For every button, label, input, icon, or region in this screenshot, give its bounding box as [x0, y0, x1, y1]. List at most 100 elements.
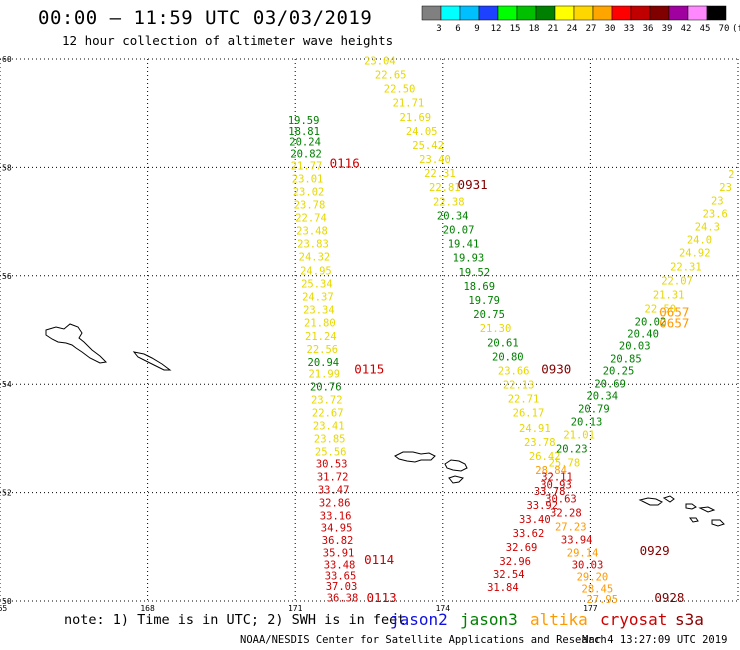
island-outline [444, 459, 468, 472]
wave-height-value: 21.01 [563, 429, 595, 441]
colorbar-swatch [668, 5, 689, 21]
wave-height-value: 23.85 [314, 434, 346, 446]
wave-height-value: 24.0 [687, 234, 712, 246]
wave-height-value: 20.80 [492, 351, 524, 363]
colorbar-unit: (ft) [732, 24, 740, 34]
y-tick-label: 56 [2, 272, 12, 281]
wave-height-value: 23.78 [524, 437, 556, 449]
colorbar-swatch [706, 5, 727, 21]
pass-time-label: 0930 [541, 361, 571, 376]
wave-height-value: 23.04 [364, 55, 396, 67]
wave-height-value: 20.23 [556, 443, 588, 455]
wave-height-value: 20.03 [619, 341, 651, 353]
wave-height-value: 23.72 [311, 395, 343, 407]
wave-height-value: 22.31 [670, 261, 702, 273]
colorbar-swatch [649, 5, 670, 21]
generation-timestamp: Mar 4 13:27:09 UTC 2019 [582, 634, 728, 646]
wave-height-value: 32.96 [499, 556, 531, 568]
colorbar-label: 12 [491, 24, 502, 34]
wave-height-value: 21.80 [304, 318, 336, 330]
wave-height-value: 19.93 [453, 253, 485, 265]
colorbar-swatch [421, 5, 442, 21]
wave-height-value: 18.69 [463, 281, 495, 293]
footer-note: note: 1) Time is in UTC; 2) SWH is in fe… [64, 612, 406, 628]
colorbar-label: 27 [586, 24, 597, 34]
mission-jason3: jason3 [460, 610, 518, 629]
wave-height-value: 33.48 [324, 559, 356, 571]
colorbar-swatch [497, 5, 518, 21]
wave-height-value: 24.3 [695, 221, 720, 233]
colorbar-swatch [516, 5, 537, 21]
colorbar-label: 39 [662, 24, 673, 34]
x-tick-label: 165 [0, 604, 7, 613]
island-outline [448, 475, 464, 484]
wave-height-value: 35.91 [323, 548, 355, 560]
wave-height-value: 22.74 [295, 213, 327, 225]
wave-height-value: 20.61 [487, 337, 519, 349]
x-tick-label: 174 [436, 604, 451, 613]
wave-height-value: 30.93 [540, 479, 572, 491]
colorbar-swatch [478, 5, 499, 21]
wave-height-value: 23 [719, 182, 732, 194]
wave-height-value: 29.14 [567, 548, 599, 560]
wave-height-value: 30.03 [572, 559, 604, 571]
wave-height-value: 21.71 [393, 98, 425, 110]
pass-time-label: 0931 [458, 177, 488, 192]
map-grid [0, 58, 739, 602]
wave-height-value: 20.79 [578, 403, 610, 415]
colorbar-swatch [573, 5, 594, 21]
wave-height-value: 21.31 [653, 290, 685, 302]
x-tick-label: 171 [288, 604, 303, 613]
wave-height-value: 32.28 [550, 507, 582, 519]
wave-height-value: 30.63 [545, 493, 577, 505]
wave-height-value: 28.45 [582, 583, 614, 595]
colorbar-label: 6 [455, 24, 460, 34]
wave-height-value: 22.38 [433, 196, 465, 208]
colorbar-swatch [687, 5, 708, 21]
x-tick-label: 177 [583, 604, 598, 613]
wave-height-value: 26.17 [513, 408, 545, 420]
wave-height-value: 32.69 [506, 542, 538, 554]
wave-height-value: 28.84 [535, 465, 567, 477]
island-outline [132, 351, 172, 371]
wave-height-value: 20.75 [473, 309, 505, 321]
y-tick-label: 58 [2, 163, 12, 172]
wave-height-value: 31.72 [317, 472, 349, 484]
colorbar-label: 9 [474, 24, 479, 34]
pass-time-label: 0929 [640, 543, 670, 558]
wave-height-value: 20.94 [308, 357, 340, 369]
wave-height-value: 19.52 [459, 267, 491, 279]
wave-height-value: 21.77 [291, 161, 323, 173]
wave-height-value: 23.48 [296, 226, 328, 238]
colorbar-swatch [459, 5, 480, 21]
wave-height-value: 25.56 [315, 447, 347, 459]
colorbar-label: 15 [510, 24, 521, 34]
wave-height-value: 24.91 [519, 423, 551, 435]
wave-height-value: 19.59 [288, 115, 320, 127]
wave-height-value: 19.79 [468, 295, 500, 307]
island-outline [394, 451, 436, 463]
wave-height-value: 22.71 [508, 394, 540, 406]
colorbar-swatch [440, 5, 461, 21]
wave-height-value: 36.82 [322, 535, 354, 547]
colorbar-swatch [630, 5, 651, 21]
wave-height-value: 32.11 [541, 472, 573, 484]
page-subtitle: 12 hour collection of altimeter wave hei… [62, 33, 394, 48]
pass-time-label: 0657 [659, 315, 689, 330]
island-outline [45, 323, 108, 364]
wave-height-value: 20.25 [603, 365, 635, 377]
wave-height-value: 33.47 [318, 485, 350, 497]
colorbar-label: 70 [719, 24, 730, 34]
wave-height-value: 20.69 [594, 378, 626, 390]
pass-time-label: 0116 [330, 155, 360, 170]
pass-time-label: 0928 [654, 590, 684, 605]
y-tick-label: 50 [2, 597, 12, 606]
wave-height-value: 26.42 [529, 451, 561, 463]
wave-height-value: 33.65 [325, 570, 357, 582]
wave-height-value: 23.6 [703, 208, 728, 220]
y-tick-label: 54 [2, 380, 12, 389]
colorbar-swatch [592, 5, 613, 21]
